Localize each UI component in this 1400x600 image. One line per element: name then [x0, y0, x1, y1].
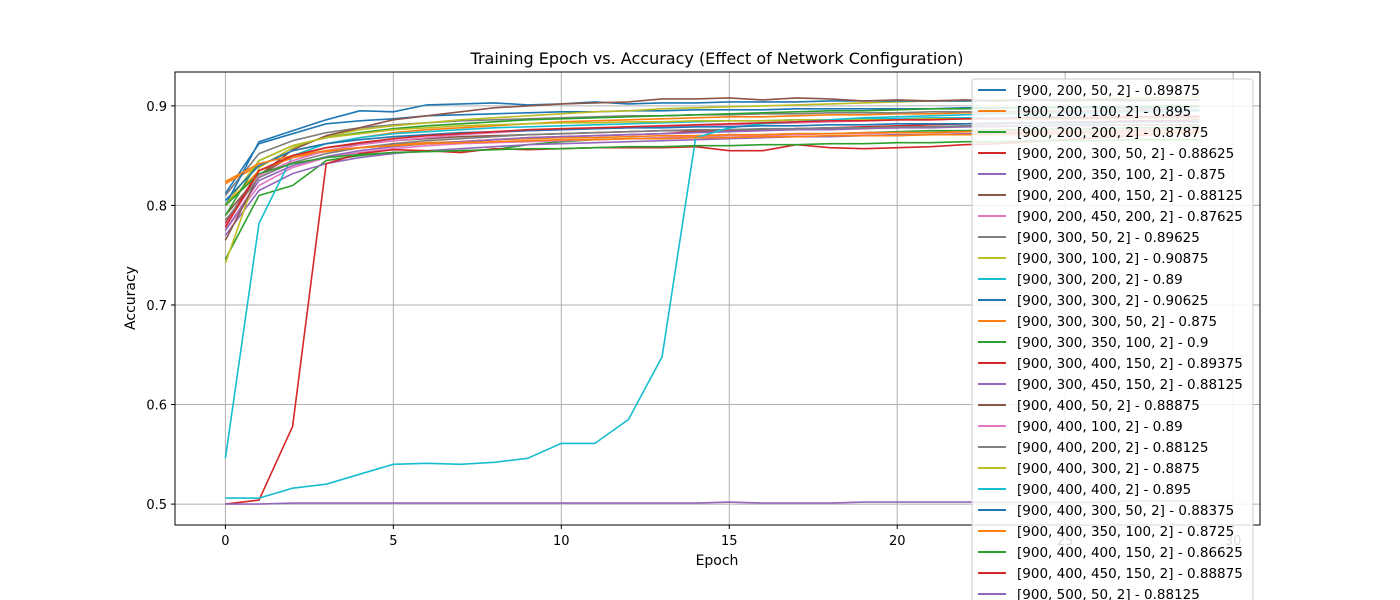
legend-entry: [900, 300, 300, 50, 2] - 0.875 [1017, 314, 1217, 330]
x-tick-label: 15 [721, 534, 738, 549]
legend-entry: [900, 400, 200, 2] - 0.88125 [1017, 440, 1208, 456]
legend-entry: [900, 400, 350, 100, 2] - 0.8725 [1017, 524, 1234, 540]
y-tick-label: 0.7 [146, 299, 167, 314]
chart-title: Training Epoch vs. Accuracy (Effect of N… [470, 49, 964, 68]
legend-entry: [900, 400, 100, 2] - 0.89 [1017, 419, 1183, 435]
x-tick-label: 20 [889, 534, 906, 549]
legend-entry: [900, 300, 200, 2] - 0.89 [1017, 272, 1183, 288]
legend-entry: [900, 300, 50, 2] - 0.89625 [1017, 230, 1200, 246]
legend: [900, 200, 50, 2] - 0.89875 [900, 200, 10… [971, 78, 1254, 600]
y-axis-label: Accuracy [123, 266, 139, 330]
y-tick-label: 0.6 [146, 399, 167, 414]
legend-entry: [900, 200, 300, 50, 2] - 0.88625 [1017, 146, 1234, 162]
legend-box [971, 78, 1254, 600]
legend-entry: [900, 200, 50, 2] - 0.89875 [1017, 83, 1200, 99]
legend-entry: [900, 400, 450, 150, 2] - 0.88875 [1017, 566, 1243, 582]
legend-entry: [900, 200, 100, 2] - 0.895 [1017, 104, 1191, 120]
legend-entry: [900, 400, 50, 2] - 0.88875 [1017, 398, 1200, 414]
legend-entry: [900, 300, 100, 2] - 0.90875 [1017, 251, 1208, 267]
legend-entry: [900, 400, 400, 150, 2] - 0.86625 [1017, 545, 1243, 561]
legend-entry: [900, 300, 450, 150, 2] - 0.88125 [1017, 377, 1243, 393]
legend-entry: [900, 200, 200, 2] - 0.87875 [1017, 125, 1208, 141]
y-tick-label: 0.8 [146, 199, 167, 214]
legend-entry: [900, 400, 400, 2] - 0.895 [1017, 482, 1191, 498]
legend-entry: [900, 300, 300, 2] - 0.90625 [1017, 293, 1208, 309]
legend-entry: [900, 300, 350, 100, 2] - 0.9 [1017, 335, 1208, 351]
legend-entry: [900, 400, 300, 50, 2] - 0.88375 [1017, 503, 1234, 519]
legend-entry: [900, 200, 400, 150, 2] - 0.88125 [1017, 188, 1243, 204]
y-tick-label: 0.5 [146, 498, 167, 513]
legend-entry: [900, 500, 50, 2] - 0.88125 [1017, 587, 1200, 600]
y-tick-label: 0.9 [146, 100, 167, 115]
x-tick-label: 5 [389, 534, 397, 549]
plot-frame [174, 71, 1261, 526]
x-axis-label: Epoch [696, 553, 739, 569]
legend-entry: [900, 400, 300, 2] - 0.8875 [1017, 461, 1200, 477]
legend-entry: [900, 200, 350, 100, 2] - 0.875 [1017, 167, 1226, 183]
legend-entry: [900, 300, 400, 150, 2] - 0.89375 [1017, 356, 1243, 372]
x-tick-label: 0 [221, 534, 229, 549]
x-tick-label: 10 [553, 534, 570, 549]
legend-entry: [900, 200, 450, 200, 2] - 0.87625 [1017, 209, 1243, 225]
